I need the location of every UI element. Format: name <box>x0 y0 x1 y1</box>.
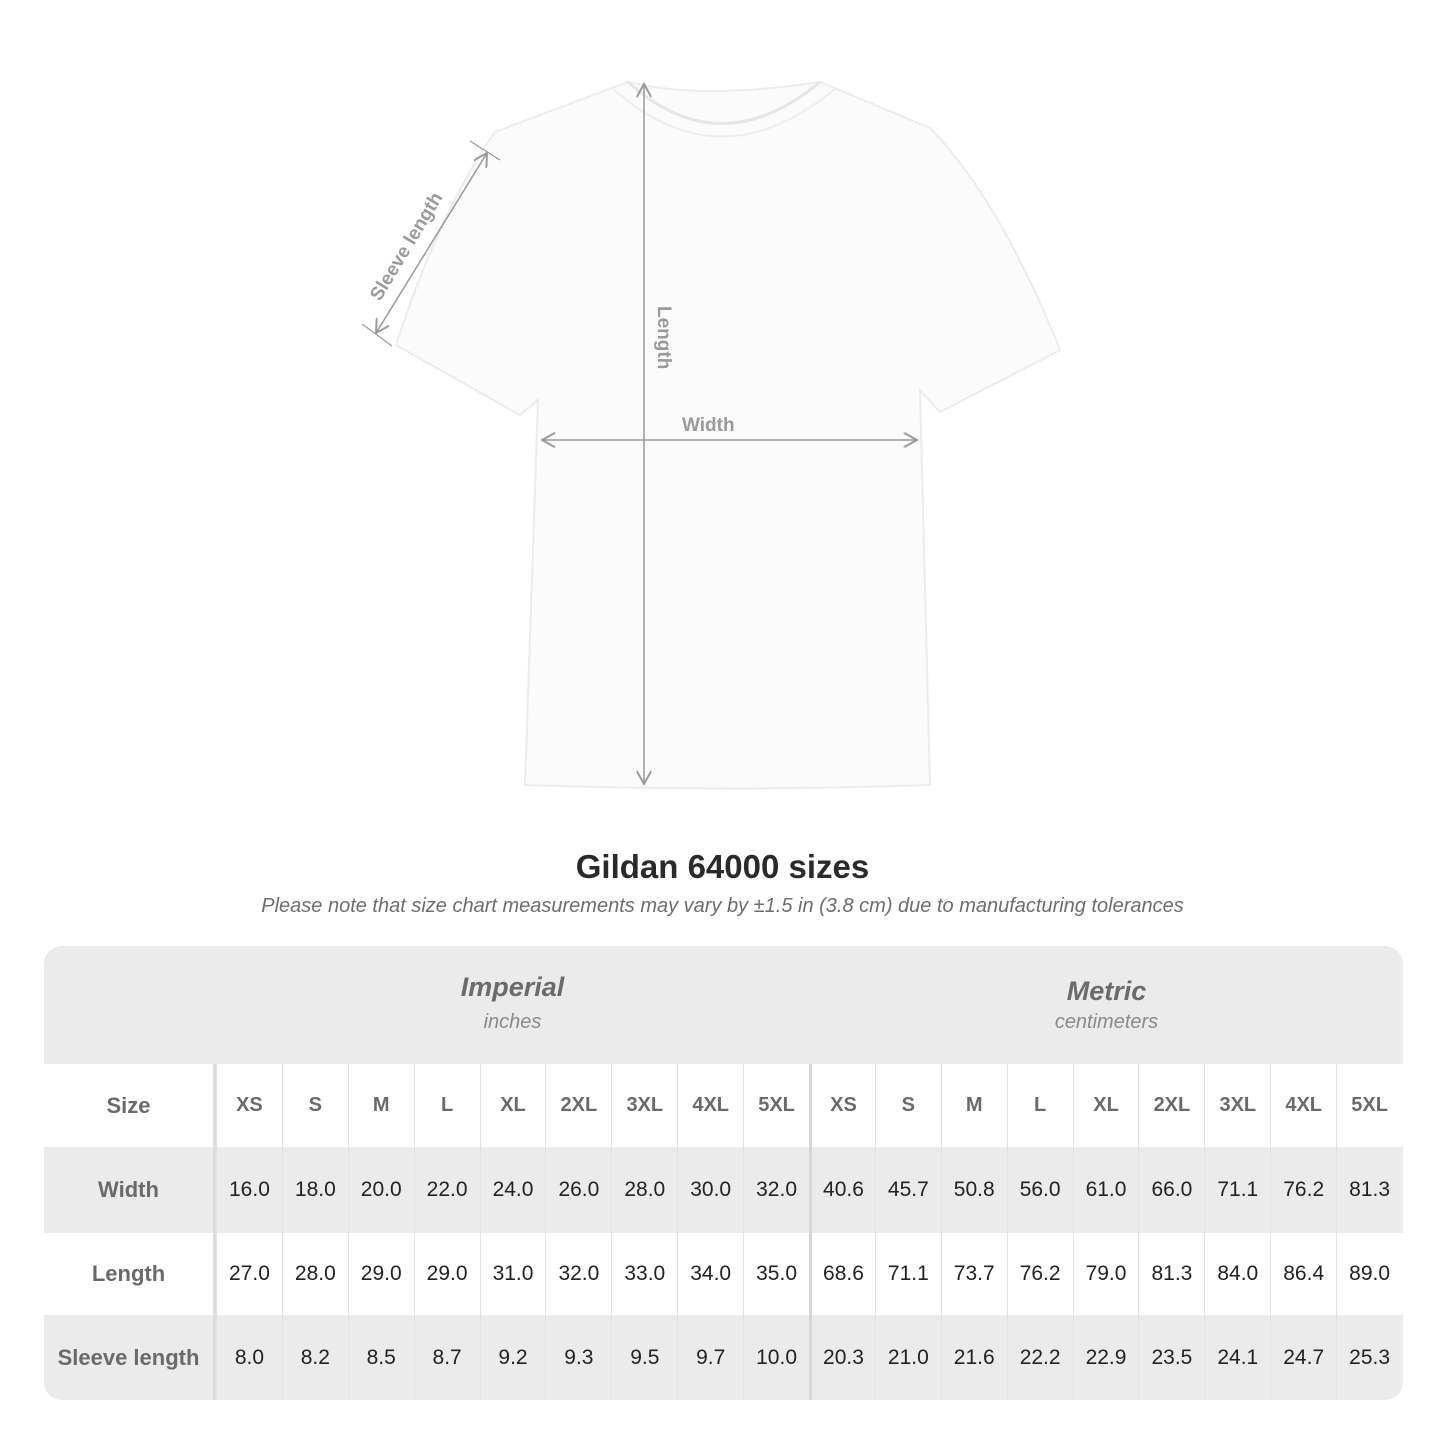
tshirt-diagram: Length Width Sleeve length <box>361 80 1062 790</box>
size-header-cell: L <box>413 1064 480 1147</box>
size-header-cell: 2XL <box>545 1064 611 1147</box>
size-header-cell: M <box>347 1064 414 1147</box>
table-cell: 81.3 <box>1138 1233 1204 1315</box>
table-cell: 24.7 <box>1270 1315 1336 1400</box>
table-cell: 86.4 <box>1270 1233 1336 1315</box>
table-cell: 30.0 <box>677 1147 743 1233</box>
page-title: Gildan 64000 sizes <box>575 848 870 885</box>
table-cell: 25.3 <box>1336 1315 1402 1400</box>
table-cell: 10.0 <box>743 1315 809 1400</box>
size-header-cell: 5XL <box>743 1064 809 1147</box>
imperial-header: Imperial inches <box>216 946 809 1064</box>
size-header-cell: XS <box>216 1064 282 1147</box>
table-cell: 8.5 <box>347 1315 414 1400</box>
table-cell: 8.0 <box>216 1315 282 1400</box>
width-label: Width <box>682 415 735 436</box>
table-cell: 21.6 <box>940 1315 1007 1400</box>
table-cell: 24.0 <box>479 1147 546 1233</box>
table-cell: 9.2 <box>479 1315 546 1400</box>
size-header-cell: S <box>874 1064 941 1147</box>
row-label: Length <box>44 1233 216 1315</box>
table-cell: 18.0 <box>281 1147 348 1233</box>
table-cell: 23.5 <box>1138 1315 1204 1400</box>
size-header-cell: 3XL <box>611 1064 677 1147</box>
metric-unit: centimeters <box>1054 1011 1159 1033</box>
table-cell: 24.1 <box>1204 1315 1270 1400</box>
table-cell: 81.3 <box>1336 1147 1402 1233</box>
table-cell: 84.0 <box>1204 1233 1270 1315</box>
imperial-label: Imperial <box>460 972 565 1002</box>
table-cell: 40.6 <box>809 1147 875 1233</box>
size-header-cell: 5XL <box>1336 1064 1402 1147</box>
table-cell: 22.2 <box>1006 1315 1073 1400</box>
table-cell: 28.0 <box>611 1147 677 1233</box>
table-cell: 33.0 <box>611 1233 677 1315</box>
metric-label: Metric <box>1066 976 1147 1006</box>
table-cell: 56.0 <box>1006 1147 1073 1233</box>
table-cell: 8.7 <box>413 1315 480 1400</box>
table-cell: 21.0 <box>874 1315 941 1400</box>
table-cell: 27.0 <box>216 1233 282 1315</box>
sleeve-arrow <box>376 153 487 333</box>
table-cell: 20.3 <box>809 1315 875 1400</box>
table-row: Width 16.0 18.0 20.0 22.0 24.0 26.0 28.0 30.0 32.… <box>44 1147 1403 1233</box>
table-row: Length 27.0 28.0 29.0 29.0 31.0 32.0 33.0 34.0 35… <box>44 1233 1403 1315</box>
table-cell: 32.0 <box>545 1233 611 1315</box>
table-cell: 68.6 <box>809 1233 875 1315</box>
size-header-cell: 3XL <box>1204 1064 1270 1147</box>
table-cell: 66.0 <box>1138 1147 1204 1233</box>
size-header-cell: XL <box>479 1064 546 1147</box>
table-cell: 29.0 <box>347 1233 414 1315</box>
table-cell: 89.0 <box>1336 1233 1402 1315</box>
row-label: Width <box>44 1147 216 1233</box>
size-header-cell: S <box>281 1064 348 1147</box>
tolerance-note: Please note that size chart measurements… <box>261 895 1184 917</box>
size-header-cell: 4XL <box>1270 1064 1336 1147</box>
size-header-cell: XL <box>1072 1064 1139 1147</box>
table-cell: 61.0 <box>1072 1147 1139 1233</box>
metric-header: Metric centimeters <box>810 946 1403 1064</box>
size-header-cell: 4XL <box>677 1064 743 1147</box>
table-cell: 34.0 <box>677 1233 743 1315</box>
size-header-cell: 2XL <box>1138 1064 1204 1147</box>
table-cell: 79.0 <box>1072 1233 1139 1315</box>
table-cell: 76.2 <box>1006 1233 1073 1315</box>
table-cell: 22.0 <box>413 1147 480 1233</box>
table-cell: 71.1 <box>874 1233 941 1315</box>
table-cell: 32.0 <box>743 1147 809 1233</box>
table-cell: 22.9 <box>1072 1315 1139 1400</box>
table-cell: 35.0 <box>743 1233 809 1315</box>
table-cell: 76.2 <box>1270 1147 1336 1233</box>
table-cell: 9.7 <box>677 1315 743 1400</box>
size-chart-table: Imperial inches Metric centimeters Size X… <box>44 946 1403 1400</box>
table-cell: 73.7 <box>940 1233 1007 1315</box>
table-cell: 71.1 <box>1204 1147 1270 1233</box>
table-cell: 20.0 <box>347 1147 414 1233</box>
size-label: Size <box>44 1064 216 1147</box>
table-row: Sleeve length 8.0 8.2 8.5 8.7 9.2 9.3 9.5 9.7 10.… <box>44 1315 1403 1400</box>
length-label: Length <box>653 306 674 369</box>
table-cell: 28.0 <box>281 1233 348 1315</box>
size-header-cell: XS <box>809 1064 875 1147</box>
table-cell: 26.0 <box>545 1147 611 1233</box>
table-cell: 50.8 <box>940 1147 1007 1233</box>
table-cell: 8.2 <box>281 1315 348 1400</box>
table-cell: 9.3 <box>545 1315 611 1400</box>
table-cell: 9.5 <box>611 1315 677 1400</box>
size-header-row: Size XS S M L XL 2XL 3XL 4XL 5XL XS S M L XL 2XL 3XL 4XL 5… <box>44 1064 1403 1147</box>
size-header-cell: L <box>1006 1064 1073 1147</box>
table-cell: 29.0 <box>413 1233 480 1315</box>
table-cell: 31.0 <box>479 1233 546 1315</box>
table-cell: 16.0 <box>216 1147 282 1233</box>
imperial-unit: inches <box>483 1011 542 1033</box>
size-header-cell: M <box>940 1064 1007 1147</box>
table-cell: 45.7 <box>874 1147 941 1233</box>
row-label: Sleeve length <box>44 1315 216 1400</box>
